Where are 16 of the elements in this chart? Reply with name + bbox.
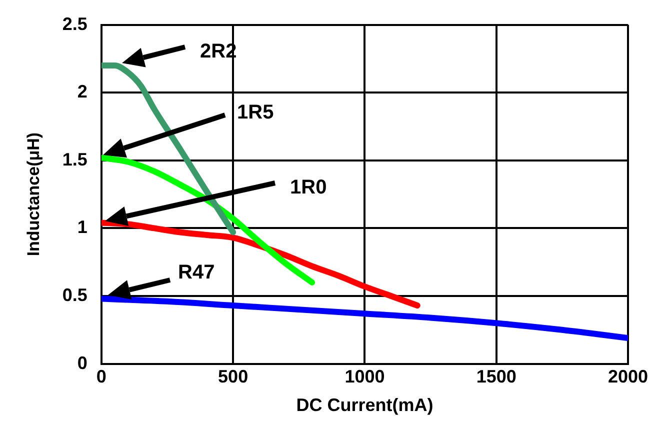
annotation: 1R0 [290, 176, 327, 199]
x-tick-label: 1500 [476, 366, 516, 387]
x-tick-label: 0 [96, 366, 106, 387]
x-tick-label: 1000 [344, 366, 385, 387]
y-axis-title: Inductance(μH) [24, 132, 43, 256]
x-tick-label: 500 [218, 366, 248, 387]
annotation: R47 [178, 262, 215, 284]
y-tick-label: 1 [77, 217, 88, 238]
y-tick-label: 2.5 [62, 14, 88, 34]
y-tick-label: 0 [77, 352, 88, 373]
x-tick-label: 2000 [608, 366, 648, 387]
y-tick-label: 1.5 [62, 149, 88, 170]
y-tick-label: 2 [77, 82, 88, 102]
y-tick-label: 0.5 [62, 284, 88, 305]
x-axis-title: DC Current(mA) [296, 395, 434, 416]
annotation: 1R5 [237, 102, 274, 124]
